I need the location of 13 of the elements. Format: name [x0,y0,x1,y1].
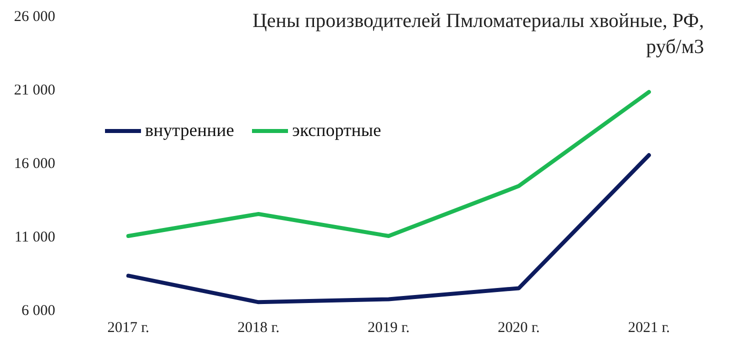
y-tick-label: 11 000 [14,229,56,246]
y-tick-label: 16 000 [14,156,56,172]
y-tick-label: 26 000 [14,8,56,25]
legend-label: экспортные [292,120,382,141]
x-tick-label: 2019 г. [368,320,410,336]
x-tick-label: 2018 г. [237,320,280,336]
y-tick-label: 21 000 [14,82,56,98]
x-tick-label: 2017 г. [107,320,150,336]
x-tick-label: 2020 г. [498,320,540,336]
y-tick-label: 6 000 [22,302,56,319]
x-tick-label: 2021 г. [628,320,670,336]
legend-label: внутренние [145,120,234,141]
chart-title: Цены производителей Пмломатериалы хвойные, РФ, руб/м3 [251,9,704,60]
